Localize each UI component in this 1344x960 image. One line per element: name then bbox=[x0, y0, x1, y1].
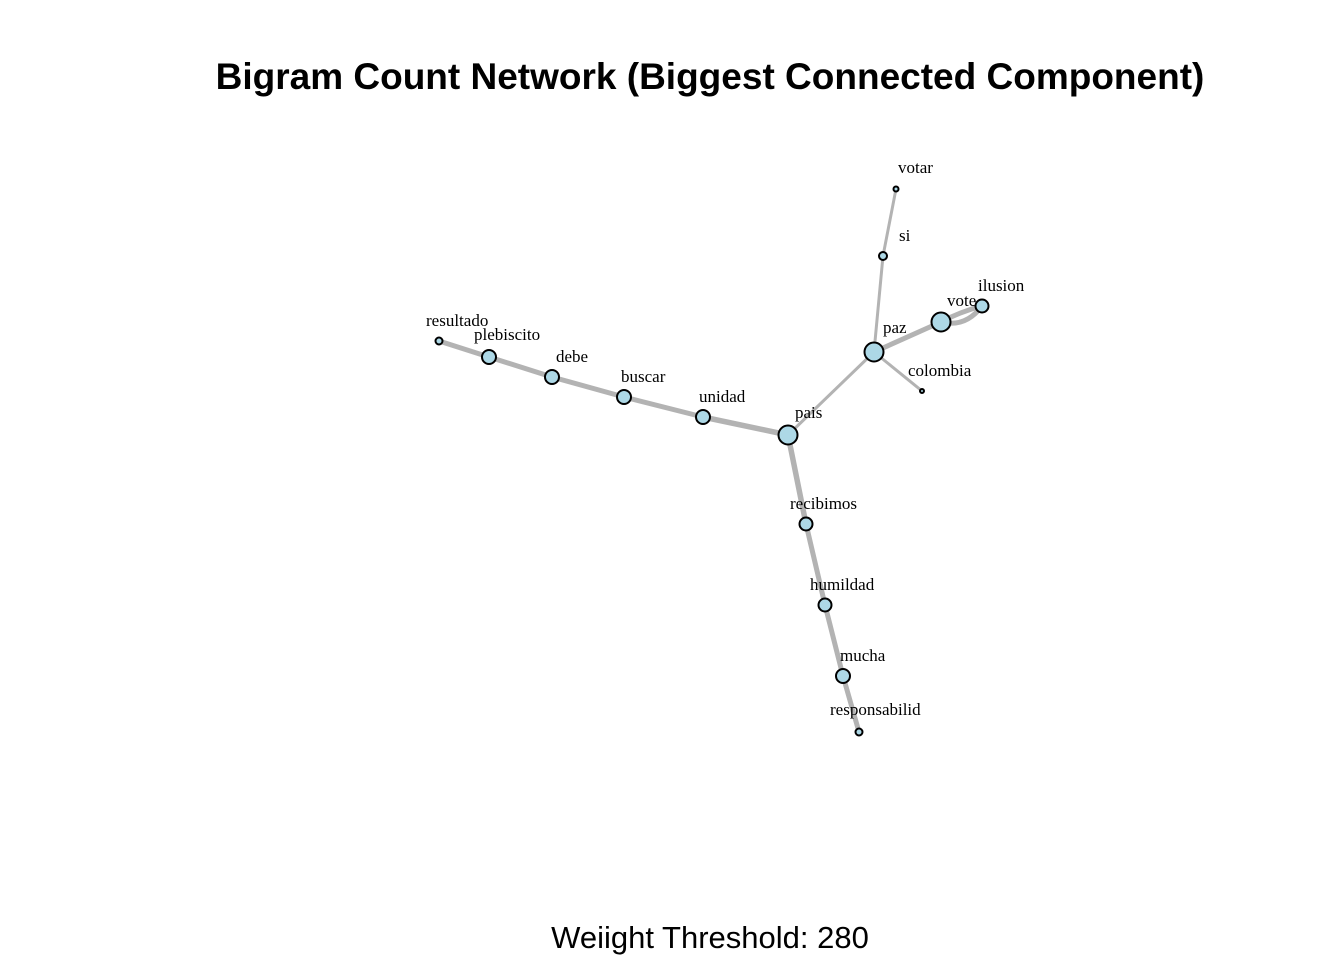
node-label-plebiscito: plebiscito bbox=[474, 325, 540, 344]
node-label-paz: paz bbox=[883, 318, 907, 337]
edge-humildad-mucha bbox=[822, 602, 846, 679]
edge-buscar-unidad bbox=[621, 394, 706, 420]
node-label-mucha: mucha bbox=[840, 646, 886, 665]
node-layer bbox=[434, 185, 990, 737]
node-plebiscito bbox=[481, 349, 497, 365]
node-colombia bbox=[919, 388, 925, 394]
node-vote bbox=[930, 311, 952, 333]
node-pais bbox=[777, 424, 799, 446]
node-label-buscar: buscar bbox=[621, 367, 666, 386]
edge-plebiscito-debe bbox=[486, 354, 555, 380]
node-ilusion bbox=[974, 298, 990, 314]
node-label-humildad: humildad bbox=[810, 575, 875, 594]
edge-si-votar bbox=[881, 187, 898, 258]
edge-unidad-pais bbox=[700, 414, 791, 438]
node-si bbox=[878, 251, 888, 261]
edge-layer bbox=[436, 187, 989, 735]
edge-resultado-plebiscito bbox=[436, 338, 492, 360]
node-resultado bbox=[434, 336, 444, 346]
node-humildad bbox=[817, 597, 833, 613]
node-votar bbox=[892, 185, 900, 193]
page-title: Bigram Count Network (Biggest Connected … bbox=[215, 56, 1205, 97]
node-label-unidad: unidad bbox=[699, 387, 746, 406]
edge-paz-vote bbox=[871, 319, 944, 355]
node-label-recibimos: recibimos bbox=[790, 494, 857, 513]
edge-mucha-responsabilid bbox=[840, 673, 862, 735]
weight-threshold-caption: Weiight Threshold: 280 bbox=[551, 920, 869, 955]
node-label-debe: debe bbox=[556, 347, 588, 366]
node-label-pais: pais bbox=[795, 403, 822, 422]
node-unidad bbox=[695, 409, 711, 425]
node-label-responsabilid: responsabilid bbox=[830, 700, 921, 719]
node-responsabilid bbox=[854, 727, 864, 737]
node-mucha bbox=[835, 668, 851, 684]
node-recibimos bbox=[798, 516, 814, 532]
node-label-colombia: colombia bbox=[908, 361, 972, 380]
node-label-vote: vote bbox=[947, 291, 976, 310]
node-paz bbox=[863, 341, 885, 363]
edge-pais-recibimos bbox=[785, 432, 809, 527]
node-buscar bbox=[616, 389, 632, 405]
node-label-resultado: resultado bbox=[426, 311, 488, 330]
edge-debe-buscar bbox=[549, 374, 627, 400]
node-debe bbox=[544, 369, 560, 385]
edge-recibimos-humildad bbox=[803, 521, 828, 608]
node-label-votar: votar bbox=[898, 158, 933, 177]
edge-pais-paz bbox=[786, 350, 876, 437]
edge-paz-si bbox=[872, 254, 885, 354]
node-label-ilusion: ilusion bbox=[978, 276, 1025, 295]
node-label-si: si bbox=[899, 226, 911, 245]
